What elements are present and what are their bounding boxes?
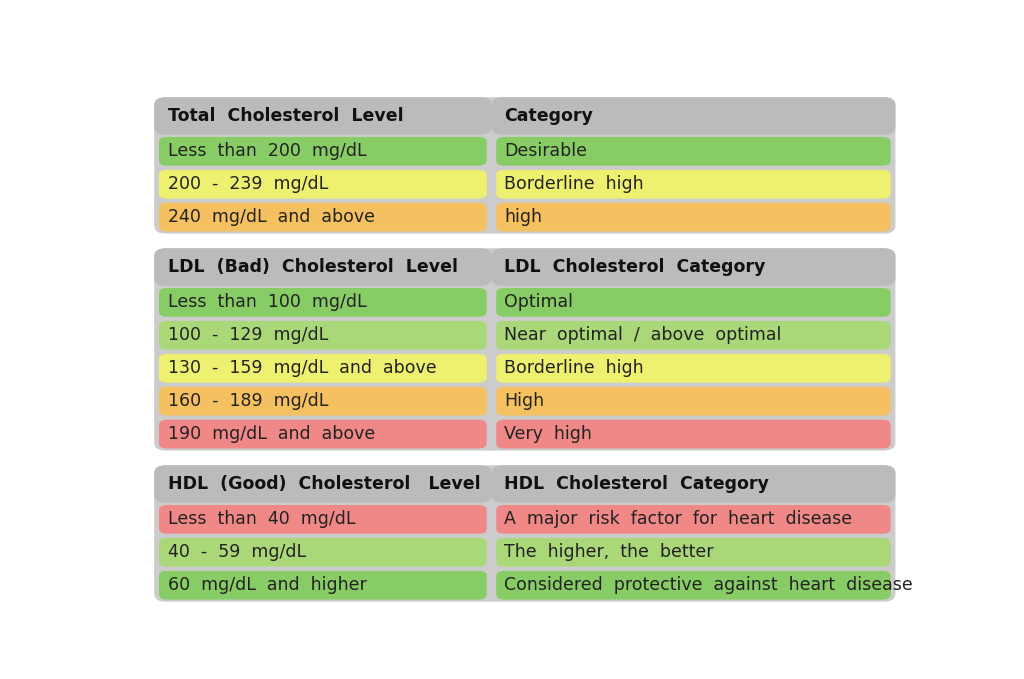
Text: 40  -  59  mg/dL: 40 - 59 mg/dL	[169, 543, 306, 562]
FancyBboxPatch shape	[159, 354, 486, 383]
Text: Total  Cholesterol  Level: Total Cholesterol Level	[169, 107, 404, 125]
FancyBboxPatch shape	[497, 170, 891, 198]
Text: HDL  Cholesterol  Category: HDL Cholesterol Category	[504, 475, 769, 493]
Text: Optimal: Optimal	[504, 293, 573, 312]
FancyBboxPatch shape	[155, 465, 895, 602]
FancyBboxPatch shape	[497, 288, 891, 316]
FancyBboxPatch shape	[497, 505, 891, 534]
Text: Less  than  40  mg/dL: Less than 40 mg/dL	[169, 511, 356, 528]
FancyBboxPatch shape	[159, 387, 486, 416]
FancyBboxPatch shape	[155, 249, 895, 451]
FancyBboxPatch shape	[155, 97, 895, 234]
Text: LDL  (Bad)  Cholesterol  Level: LDL (Bad) Cholesterol Level	[169, 258, 459, 276]
FancyBboxPatch shape	[159, 505, 486, 534]
Text: High: High	[504, 392, 545, 410]
Text: Borderline  high: Borderline high	[504, 175, 644, 194]
FancyBboxPatch shape	[159, 321, 486, 350]
Text: 130  -  159  mg/dL  and  above: 130 - 159 mg/dL and above	[169, 359, 437, 378]
Text: high: high	[504, 208, 542, 226]
Text: 200  -  239  mg/dL: 200 - 239 mg/dL	[169, 175, 329, 194]
Text: Less  than  100  mg/dL: Less than 100 mg/dL	[169, 293, 367, 312]
FancyBboxPatch shape	[155, 465, 492, 503]
Text: 190  mg/dL  and  above: 190 mg/dL and above	[169, 425, 376, 443]
Text: Very  high: Very high	[504, 425, 592, 443]
FancyBboxPatch shape	[497, 571, 891, 600]
Text: Less  than  200  mg/dL: Less than 200 mg/dL	[169, 143, 367, 160]
FancyBboxPatch shape	[155, 249, 492, 286]
FancyBboxPatch shape	[497, 387, 891, 416]
FancyBboxPatch shape	[497, 354, 891, 383]
Text: 60  mg/dL  and  higher: 60 mg/dL and higher	[169, 576, 368, 594]
FancyBboxPatch shape	[155, 97, 492, 135]
Text: The  higher,  the  better: The higher, the better	[504, 543, 714, 562]
Text: 160  -  189  mg/dL: 160 - 189 mg/dL	[169, 392, 329, 410]
FancyBboxPatch shape	[497, 137, 891, 166]
FancyBboxPatch shape	[492, 97, 895, 135]
FancyBboxPatch shape	[159, 170, 486, 198]
FancyBboxPatch shape	[497, 420, 891, 449]
FancyBboxPatch shape	[492, 465, 895, 503]
FancyBboxPatch shape	[492, 249, 895, 286]
FancyBboxPatch shape	[497, 538, 891, 567]
FancyBboxPatch shape	[497, 321, 891, 350]
Text: Category: Category	[504, 107, 593, 125]
FancyBboxPatch shape	[159, 288, 486, 316]
Text: 240  mg/dL  and  above: 240 mg/dL and above	[169, 208, 376, 226]
Text: Desirable: Desirable	[504, 143, 587, 160]
FancyBboxPatch shape	[159, 571, 486, 600]
Text: Near  optimal  /  above  optimal: Near optimal / above optimal	[504, 327, 781, 344]
Text: Considered  protective  against  heart  disease: Considered protective against heart dise…	[504, 576, 912, 594]
Text: LDL  Cholesterol  Category: LDL Cholesterol Category	[504, 258, 766, 276]
FancyBboxPatch shape	[159, 538, 486, 567]
Text: Borderline  high: Borderline high	[504, 359, 644, 378]
FancyBboxPatch shape	[159, 203, 486, 232]
Text: HDL  (Good)  Cholesterol   Level: HDL (Good) Cholesterol Level	[169, 475, 481, 493]
Text: A  major  risk  factor  for  heart  disease: A major risk factor for heart disease	[504, 511, 852, 528]
Text: 100  -  129  mg/dL: 100 - 129 mg/dL	[169, 327, 329, 344]
FancyBboxPatch shape	[159, 420, 486, 449]
FancyBboxPatch shape	[159, 137, 486, 166]
FancyBboxPatch shape	[497, 203, 891, 232]
